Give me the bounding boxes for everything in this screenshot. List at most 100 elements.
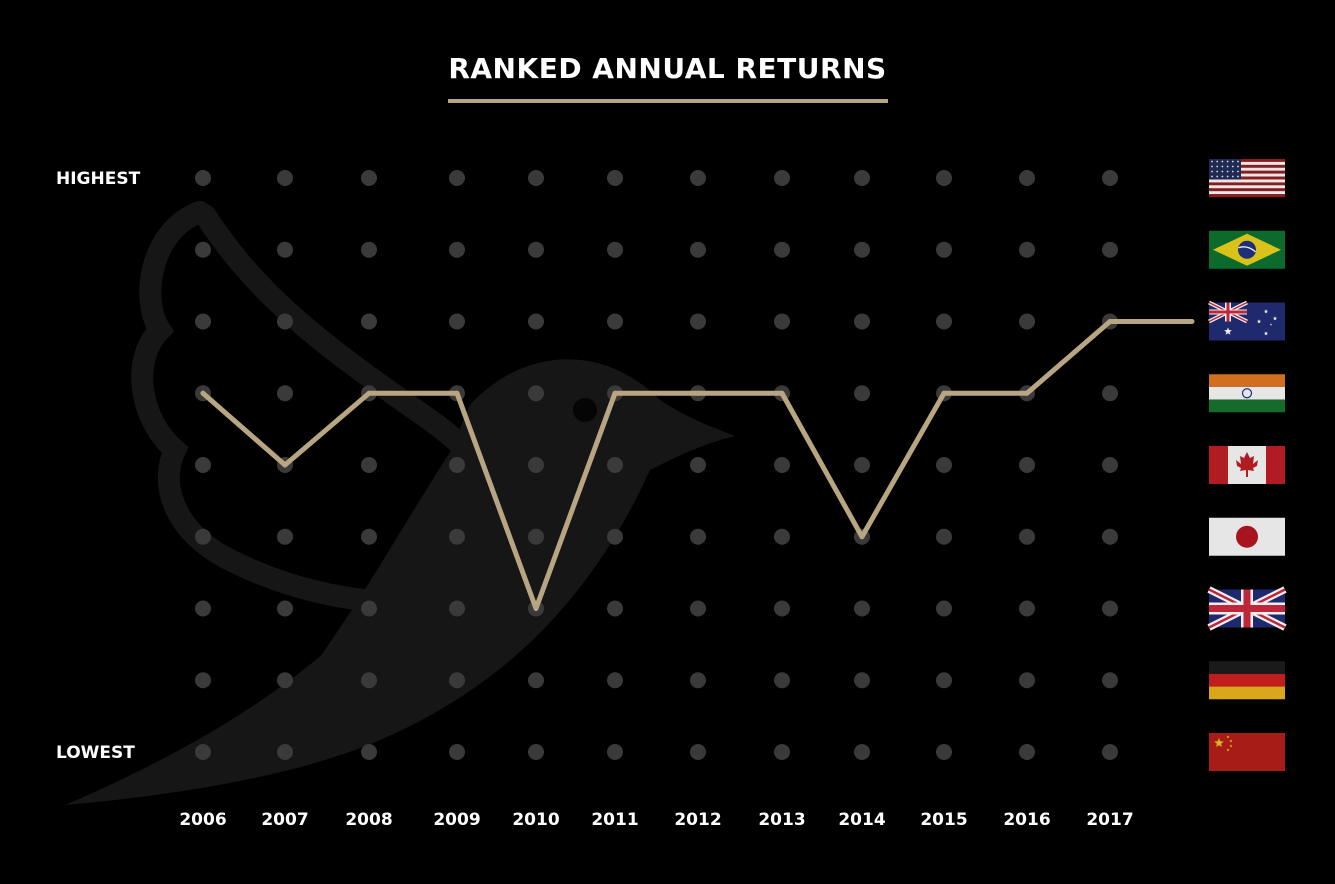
data-point-2012 (695, 390, 701, 396)
grid-dot-2015-rank-7 (936, 600, 952, 617)
grid-dot-2012-rank-8 (690, 672, 706, 689)
grid-dot-2016-rank-8 (1019, 672, 1035, 689)
grid-dot-2016-rank-6 (1019, 528, 1035, 545)
grid-dot-2007-rank-1 (277, 170, 293, 186)
grid-dot-2014-rank-4 (854, 385, 870, 402)
grid-dot-2008-rank-3 (361, 313, 377, 330)
grid-dot-2016-rank-2 (1019, 241, 1035, 258)
grid-dot-2014-rank-2 (854, 241, 870, 258)
x-tick-label-2014: 2014 (838, 810, 886, 830)
data-point-2015 (941, 390, 947, 396)
grid-dot-2016-rank-1 (1019, 170, 1035, 186)
grid-dot-2014-rank-7 (854, 600, 870, 617)
data-point-2008 (366, 390, 372, 396)
data-point-2014 (859, 534, 865, 540)
grid-dot-2014-rank-5 (854, 457, 870, 473)
grid-dot-2006-rank-8 (195, 672, 211, 689)
grid-dot-2017-rank-9 (1102, 744, 1118, 760)
title-underline (448, 99, 888, 103)
grid-dot-2011-rank-1 (607, 170, 623, 186)
grid-dot-2007-rank-2 (277, 241, 293, 258)
grid-dot-2008-rank-1 (361, 170, 377, 186)
japan-flag-icon (1209, 517, 1285, 556)
grid-dot-2007-rank-6 (277, 528, 293, 545)
grid-dot-2009-rank-3 (449, 313, 465, 330)
grid-dot-2013-rank-2 (774, 241, 790, 258)
canada-flag-icon (1209, 446, 1285, 484)
grid-dot-2010-rank-2 (528, 241, 544, 258)
grid-dot-2008-rank-5 (361, 457, 377, 473)
grid-dot-2011-rank-5 (607, 457, 623, 473)
grid-dot-2008-rank-8 (361, 672, 377, 689)
data-point-2013 (779, 390, 785, 396)
data-point-2017 (1107, 319, 1113, 324)
uk-flag-icon (1207, 586, 1287, 631)
grid-dot-2010-rank-8 (528, 672, 544, 689)
x-tick-label-2012: 2012 (674, 810, 722, 830)
grid-dot-2012-rank-7 (690, 600, 706, 617)
grid-dot-2013-rank-3 (774, 313, 790, 330)
grid-dot-2016-rank-7 (1019, 600, 1035, 617)
grid-dot-2006-rank-3 (195, 313, 211, 330)
grid-dot-2009-rank-8 (449, 672, 465, 689)
grid-dot-2014-rank-1 (854, 170, 870, 186)
y-bottom-label: LOWEST (56, 743, 135, 763)
grid-dot-2010-rank-5 (528, 457, 544, 473)
grid-dot-2008-rank-2 (361, 241, 377, 258)
grid-dot-2017-rank-7 (1102, 600, 1118, 617)
grid-dot-2006-rank-7 (195, 600, 211, 617)
grid-dot-2010-rank-4 (528, 385, 544, 402)
grid-dot-2016-rank-3 (1019, 313, 1035, 330)
x-tick-label-2015: 2015 (920, 810, 968, 830)
germany-flag-icon (1209, 661, 1285, 700)
data-point-2007 (282, 462, 288, 468)
grid-dot-2006-rank-9 (195, 744, 211, 760)
brazil-flag-icon (1209, 230, 1285, 269)
grid-dot-2010-rank-1 (528, 170, 544, 186)
grid-dot-2012-rank-6 (690, 528, 706, 545)
series-line-group (200, 319, 1195, 611)
grid-dot-2007-rank-3 (277, 313, 293, 330)
grid-dot-2013-rank-6 (774, 528, 790, 545)
grid-dot-2017-rank-6 (1102, 528, 1118, 545)
chart-title: RANKED ANNUAL RETURNS (448, 52, 887, 85)
data-point-2006 (200, 390, 206, 396)
grid-dot-2008-rank-9 (361, 744, 377, 760)
grid-dot-2015-rank-8 (936, 672, 952, 689)
grid-dot-2006-rank-5 (195, 457, 211, 473)
grid-dot-2011-rank-8 (607, 672, 623, 689)
grid-dot-2017-rank-5 (1102, 457, 1118, 473)
grid-dot-2013-rank-9 (774, 744, 790, 760)
grid-dot-2010-rank-3 (528, 313, 544, 330)
x-tick-label-2013: 2013 (758, 810, 806, 830)
grid-dot-2015-rank-3 (936, 313, 952, 330)
grid-dot-2015-rank-9 (936, 744, 952, 760)
grid-dot-2012-rank-2 (690, 241, 706, 258)
grid-dot-2012-rank-1 (690, 170, 706, 186)
china-flag-icon (1209, 733, 1285, 771)
grid-dot-2013-rank-5 (774, 457, 790, 473)
grid-dot-2013-rank-8 (774, 672, 790, 689)
grid-dot-2011-rank-2 (607, 241, 623, 258)
grid-dot-2015-rank-2 (936, 241, 952, 258)
grid-dot-2017-rank-8 (1102, 672, 1118, 689)
x-tick-label-2008: 2008 (345, 810, 393, 830)
grid-dot-2009-rank-2 (449, 241, 465, 258)
grid-dot-2014-rank-3 (854, 313, 870, 330)
x-tick-label-2009: 2009 (433, 810, 481, 830)
australia-flag-icon (1208, 300, 1285, 341)
grid-dot-2007-rank-9 (277, 744, 293, 760)
data-point-2011 (612, 390, 618, 396)
x-tick-label-2010: 2010 (512, 810, 560, 830)
grid-dot-2006-rank-2 (195, 241, 211, 258)
x-tick-label-2017: 2017 (1086, 810, 1134, 830)
grid-dot-2015-rank-1 (936, 170, 952, 186)
grid-dot-2014-rank-9 (854, 744, 870, 760)
grid-dot-2008-rank-7 (361, 600, 377, 617)
grid-dot-2017-rank-4 (1102, 385, 1118, 402)
x-tick-label-2006: 2006 (179, 810, 227, 830)
grid-dot-2007-rank-7 (277, 600, 293, 617)
grid-dot-2010-rank-6 (528, 528, 544, 545)
